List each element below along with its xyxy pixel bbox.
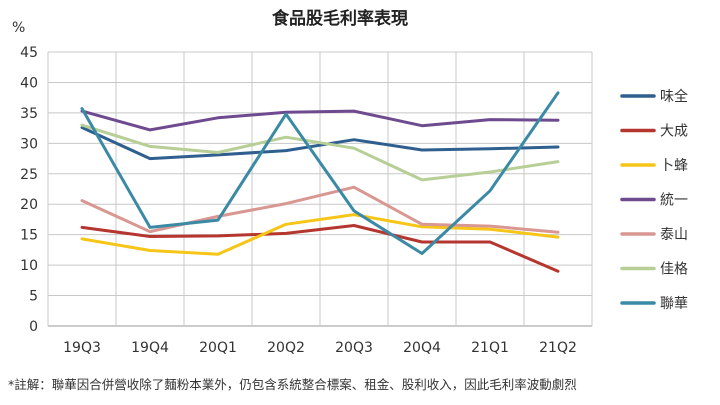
y-tick-label: 40 [20,75,38,91]
y-tick-label: 20 [20,197,38,213]
y-tick-label: 0 [29,319,38,335]
series-line-5 [80,185,560,234]
series-line-3 [80,213,560,256]
x-tick-label: 21Q2 [539,340,577,356]
x-tick-label: 20Q2 [267,340,305,356]
chart-title: 食品股毛利率表現 [272,8,408,29]
y-tick-label: 45 [20,45,38,61]
footnote: *註解：聯華因合併營收除了麵粉本業外，仍包含系統整合標案、租金、股利收入，因此毛… [8,377,577,392]
series-line-6 [80,123,560,182]
y-axis-label: % [12,20,25,36]
y-tick-label: 30 [20,136,38,152]
x-axis-ticks: 19Q3 19Q4 20Q1 20Q2 20Q3 20Q4 21Q1 21Q2 [63,340,577,356]
y-tick-label: 10 [20,258,38,274]
x-tick-label: 20Q3 [335,340,373,356]
x-tick-label: 21Q1 [471,340,509,356]
legend-label-4: 統一 [660,193,688,209]
series-line-2 [80,224,560,273]
series-line-4 [80,109,560,132]
x-tick-label: 20Q1 [199,340,237,356]
legend-label-5: 泰山 [660,227,688,243]
y-axis-ticks: 0 5 10 15 20 25 30 35 40 45 [20,45,38,335]
series-line-1 [80,126,560,161]
y-tick-label: 5 [29,289,38,305]
x-tick-label: 19Q3 [63,340,101,356]
legend-label-1: 味全 [660,88,688,105]
legend-label-2: 大成 [660,124,688,140]
series-lines [80,91,560,273]
y-tick-label: 35 [20,106,38,122]
legend-label-3: 卜蜂 [660,158,688,174]
series-line-7 [80,91,560,255]
x-tick-label: 20Q4 [403,340,441,356]
legend-label-6: 佳格 [660,262,688,278]
y-tick-label: 15 [20,228,38,244]
y-tick-label: 25 [20,167,38,183]
grid [47,51,593,327]
legend-label-7: 聯華 [660,296,688,312]
x-tick-label: 19Q4 [131,340,169,356]
